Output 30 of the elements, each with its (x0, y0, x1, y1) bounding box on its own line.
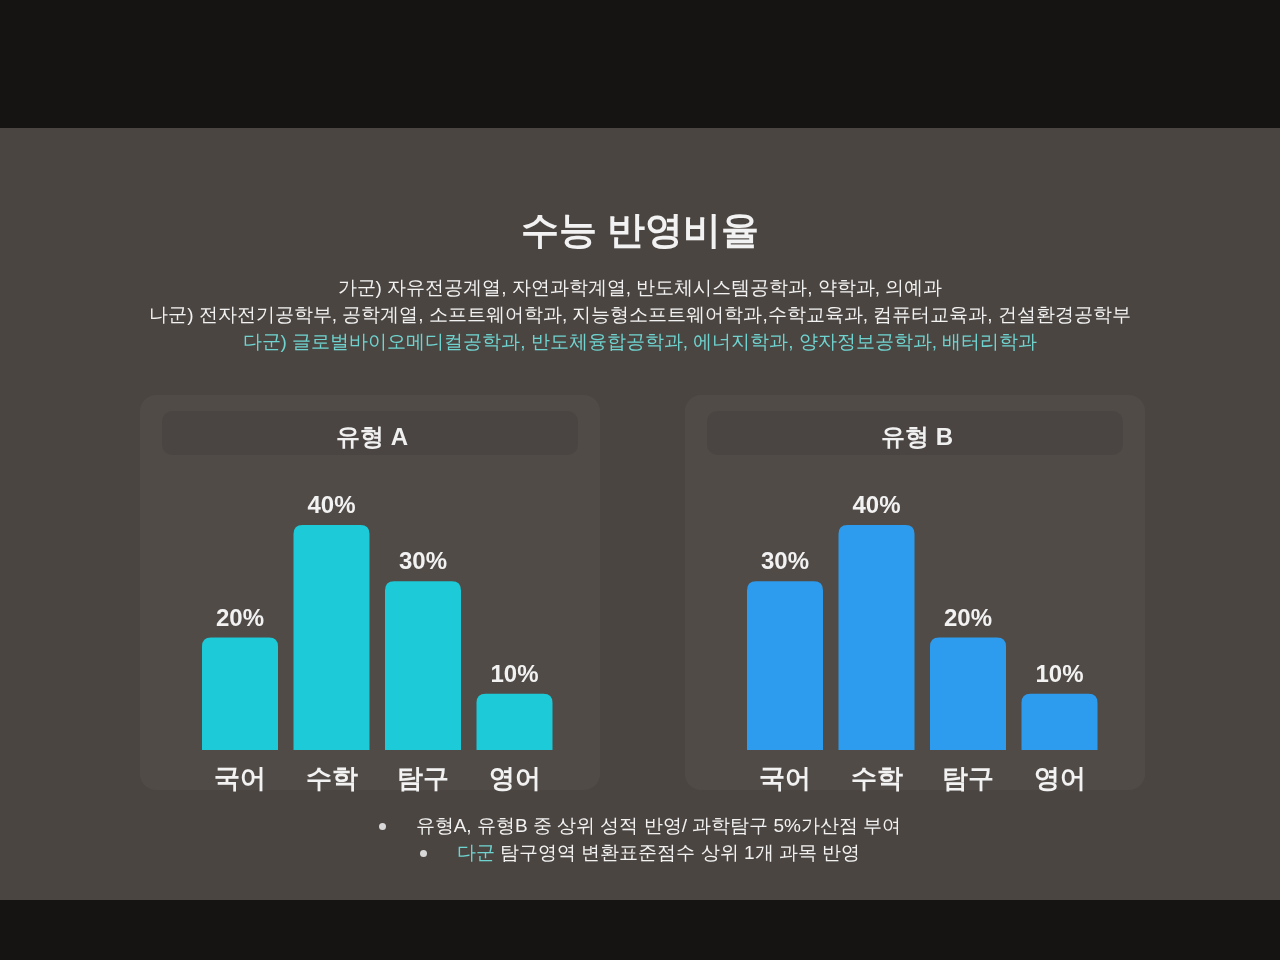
x-tick-label: 탐구 (397, 763, 449, 793)
text: 수능 반영비율 (519, 208, 761, 253)
x-tick-label: 수학 (305, 763, 358, 793)
x-tick-label: 영어 (1033, 763, 1086, 793)
chart-title: 유형 B (881, 423, 953, 450)
x-tick-label: 영어 (488, 763, 541, 793)
data-label: 20% (215, 603, 265, 631)
chart-title: 유형 A (336, 423, 408, 450)
data-label: 30% (398, 547, 448, 575)
x-tick-label: 국어 (214, 763, 266, 793)
text: 가군) 자유전공계열, 자연과학계열, 반도체시스템공학과, 약학과, 의예과 나군) 전자전기공학부, 공학계열, 소프트웨어학과, 지능형소프트웨어학과,수학교육과, 컴퓨터교육과, 건설환경공학부 다군) 글로벌바이오메디컬공학과, 반도체융합공학과, 에너지학과, 양자정보공학과, 배터리학과 (148, 276, 1132, 354)
bar (838, 525, 915, 750)
bar (747, 581, 823, 750)
bar (476, 693, 553, 750)
data-label: 20% (943, 603, 993, 631)
text: 다군 탐구영역 변환표준점수 상위 1개 과목 반영 (456, 842, 861, 863)
text: 유형A, 유형B 중 상위 성적 반영/ 과학탐구 5%가산점 부여 (415, 815, 902, 836)
data-label: 30% (760, 547, 810, 575)
bar (930, 637, 1006, 750)
data-label: 40% (307, 491, 356, 518)
data-label: 10% (490, 659, 539, 687)
x-tick-label: 국어 (759, 763, 811, 793)
data-label: 40% (852, 491, 901, 518)
bar (1021, 693, 1098, 750)
data-label: 10% (1035, 659, 1084, 687)
bar (202, 637, 278, 750)
x-tick-label: 수학 (850, 763, 903, 793)
x-tick-label: 탐구 (942, 763, 994, 793)
bar (385, 581, 461, 750)
bar (293, 525, 370, 750)
